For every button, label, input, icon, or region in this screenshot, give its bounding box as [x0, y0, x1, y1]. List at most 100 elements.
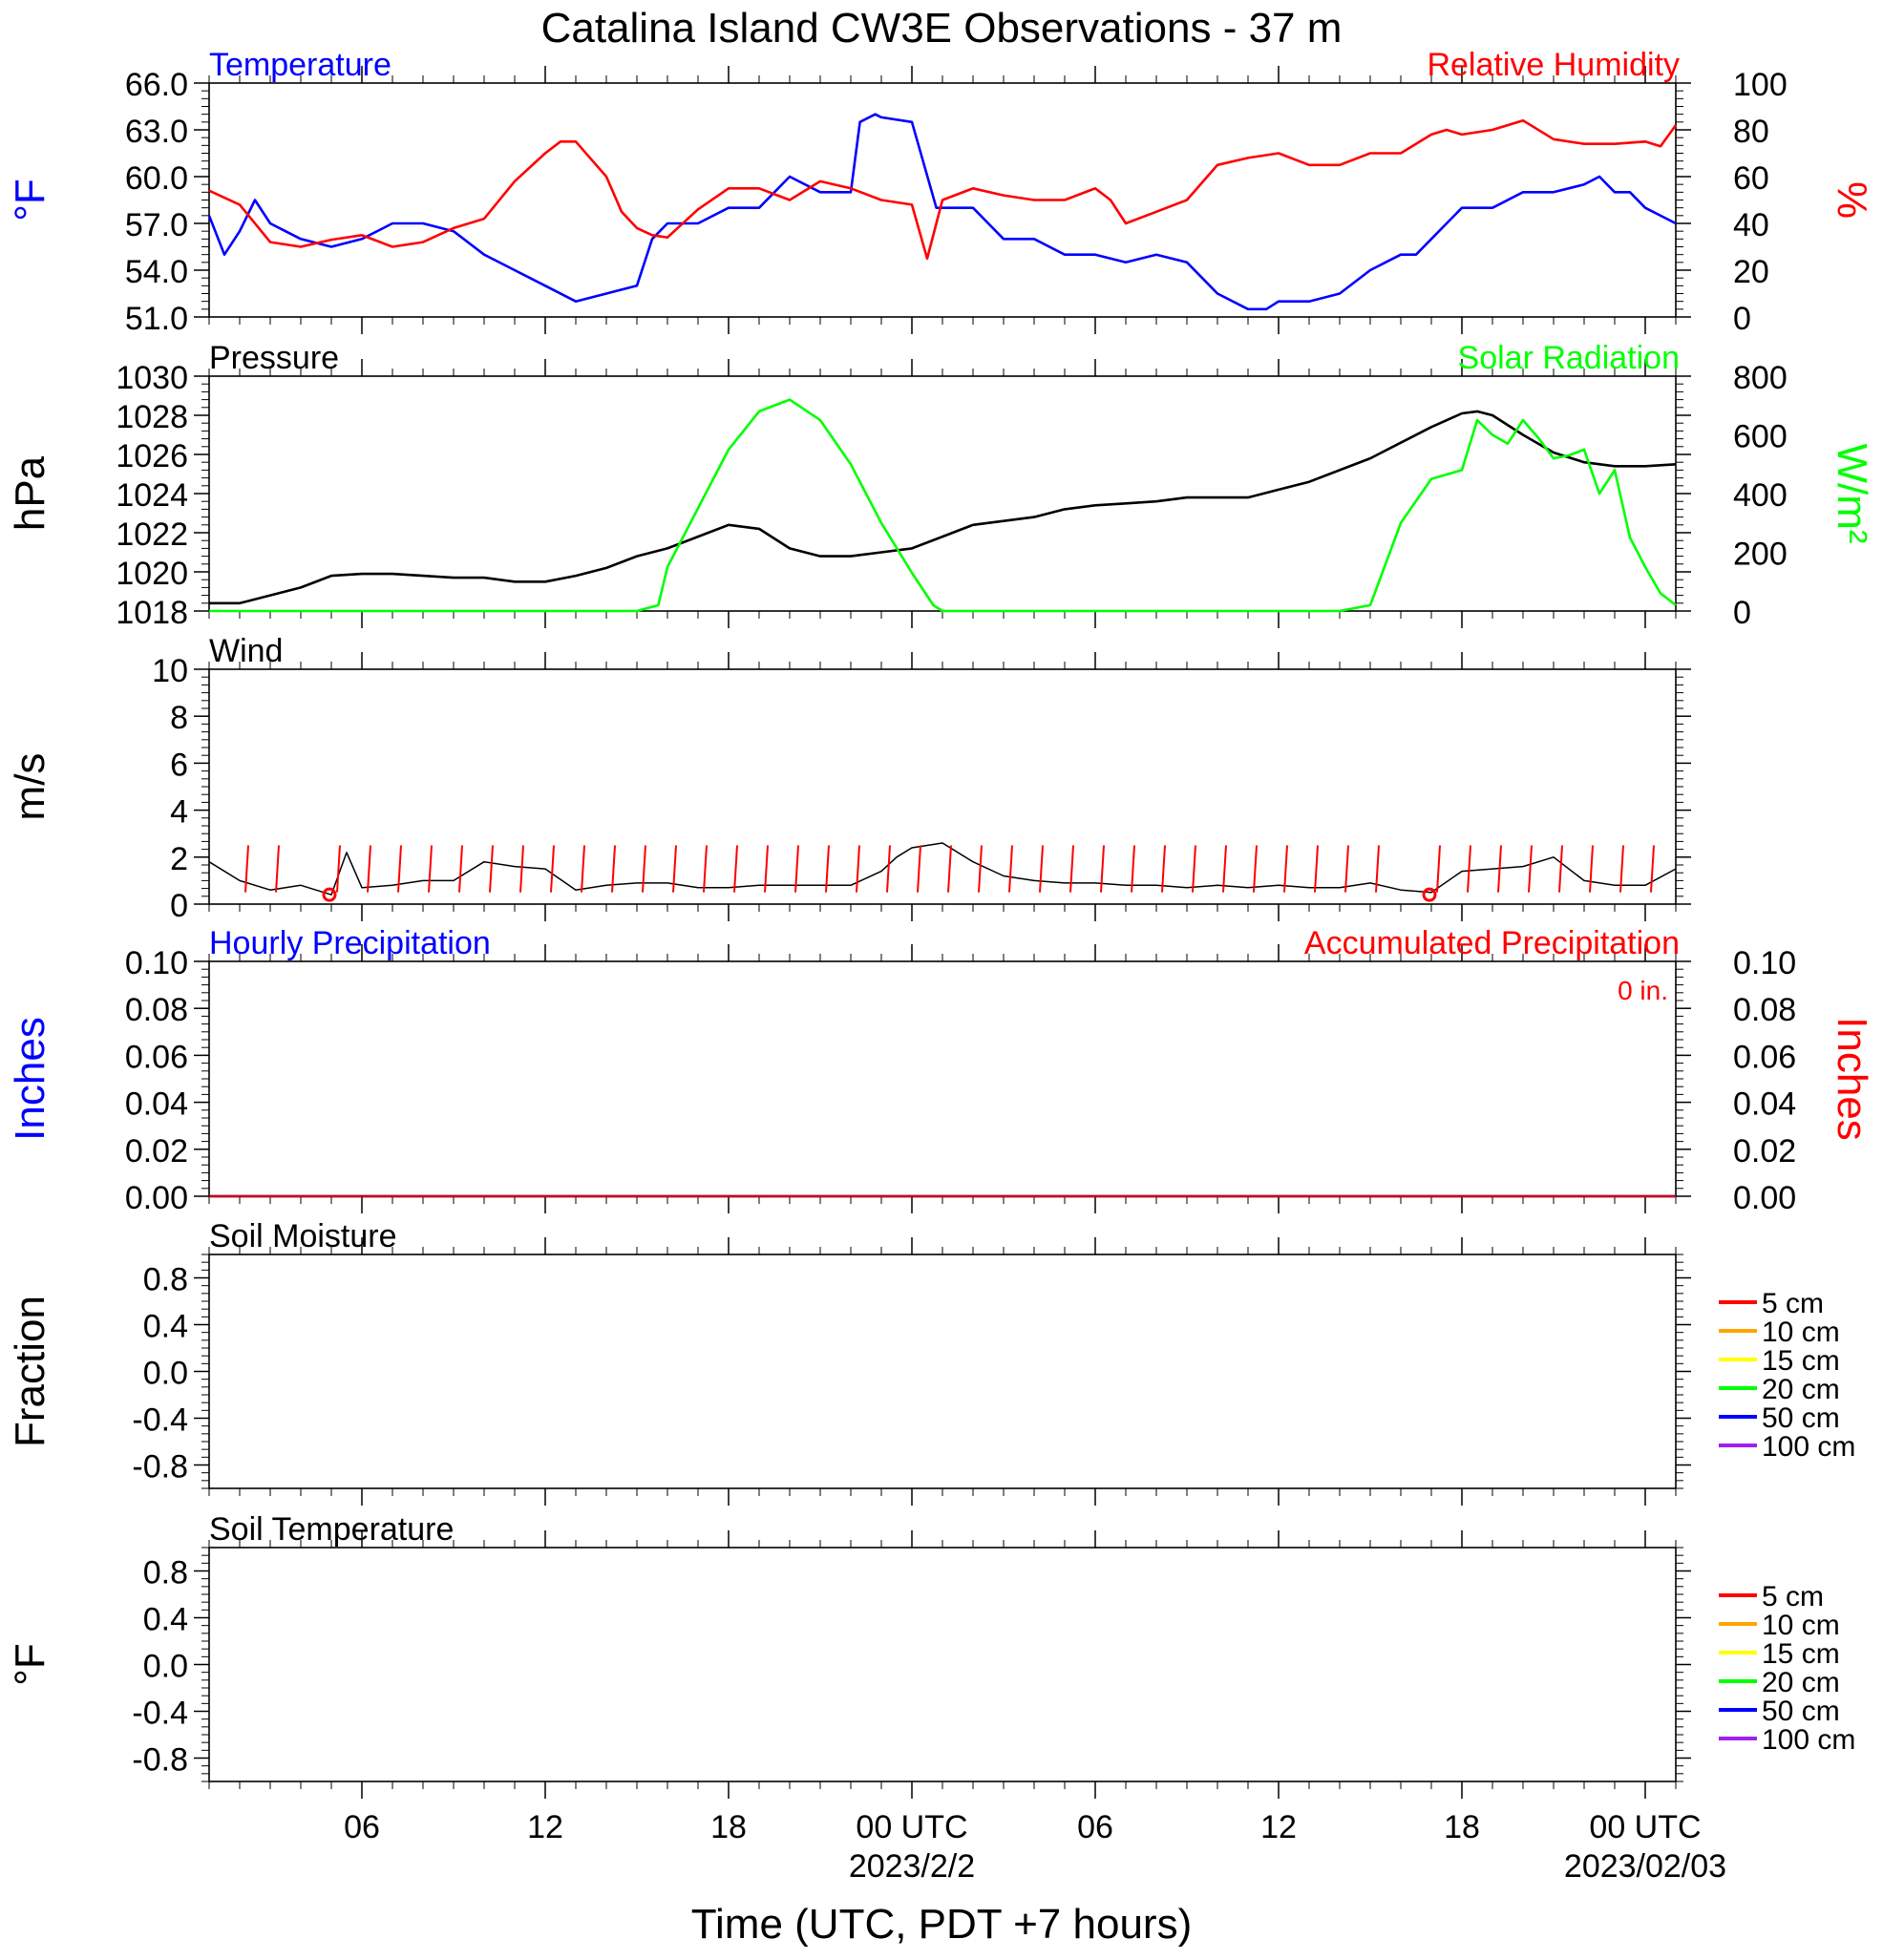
panel-title-right: Accumulated Precipitation [1304, 925, 1680, 961]
x-tick-label: 18 [1444, 1809, 1480, 1845]
wind-barb [1467, 845, 1471, 893]
y-tick-label-right: 0.00 [1733, 1180, 1796, 1216]
y-tick-label-right: 60 [1733, 160, 1769, 197]
legend-label: 50 cm [1762, 1696, 1840, 1727]
wind-barb [978, 845, 983, 893]
y-tick-label-left: 60.0 [125, 160, 188, 197]
plot-frame [208, 1547, 1677, 1782]
wind-barb [1039, 845, 1044, 893]
legend-label: 5 cm [1762, 1581, 1824, 1612]
y-tick-label-right: 0.06 [1733, 1039, 1796, 1075]
wind-barb [397, 845, 402, 893]
wind-barb [764, 845, 769, 893]
y-tick-label-left: 66.0 [125, 67, 188, 103]
wind-barb [1344, 845, 1349, 893]
y-tick-label-left: 6 [170, 747, 188, 783]
y-tick-label-left: 54.0 [125, 254, 188, 290]
x-tick-label: 06 [1077, 1809, 1113, 1845]
y-tick-label-left: 0.4 [143, 1309, 188, 1345]
y-tick-label-left: 63.0 [125, 114, 188, 150]
panel-title-left: Wind [209, 633, 283, 669]
wind-barb [1131, 845, 1135, 893]
series-line-relative-humidity [208, 118, 1678, 261]
y-tick-label-left: -0.8 [132, 1742, 188, 1779]
y-tick-label-right: 400 [1733, 477, 1788, 514]
y-axis-label-right: % [1829, 181, 1875, 219]
y-tick-label-left: 0.00 [125, 1180, 188, 1216]
x-tick-label: 18 [710, 1809, 747, 1845]
wind-barb [1436, 845, 1441, 893]
wind-barb [1558, 845, 1563, 893]
y-tick-label-left: 0.06 [125, 1039, 188, 1075]
wind-barb [489, 845, 494, 893]
wind-barb [1100, 845, 1105, 893]
wind-barb [581, 845, 585, 893]
wind-barb [794, 845, 799, 893]
y-tick-label-left: 0 [170, 888, 188, 924]
panel-title-left: Soil Moisture [209, 1218, 397, 1254]
y-tick-label-right: 20 [1733, 254, 1769, 290]
wind-barb [1589, 845, 1594, 893]
x-tick-label: 00 UTC [856, 1809, 967, 1845]
series-line-wind [208, 842, 1677, 896]
wind-barb [1375, 845, 1380, 893]
y-tick-label-left: -0.8 [132, 1449, 188, 1486]
y-tick-label-left: 1026 [116, 438, 188, 474]
legend-label: 15 cm [1762, 1345, 1840, 1377]
legend-label: 15 cm [1762, 1638, 1840, 1670]
y-tick-label-left: 8 [170, 700, 188, 736]
wind-barb [1069, 845, 1074, 893]
y-axis-label-left: Inches [7, 1017, 53, 1141]
wind-barb [917, 845, 921, 893]
y-tick-label-left: -0.4 [132, 1402, 188, 1439]
calm-wind-marker [1422, 887, 1437, 902]
plot-frame [208, 1254, 1677, 1489]
wind-barb [886, 845, 891, 893]
panel-title-right: Solar Radiation [1458, 340, 1680, 376]
y-axis-label-right: Inches [1829, 1017, 1875, 1141]
wind-barb [458, 845, 463, 893]
x-tick-date-label: 2023/2/2 [849, 1848, 975, 1885]
panel-title-left: Hourly Precipitation [209, 925, 491, 961]
y-tick-label-left: 1028 [116, 399, 188, 435]
wind-barb [642, 845, 646, 893]
wind-barb [428, 845, 433, 893]
wind-barb [672, 845, 677, 893]
y-tick-label-left: 4 [170, 794, 188, 831]
wind-barb [1192, 845, 1196, 893]
y-tick-label-left: 1030 [116, 360, 188, 396]
x-tick-label: 12 [1260, 1809, 1297, 1845]
wind-barb [825, 845, 830, 893]
wind-barb [519, 845, 524, 893]
y-tick-label-right: 0.08 [1733, 992, 1796, 1028]
y-tick-label-right: 40 [1733, 207, 1769, 243]
y-tick-label-left: 57.0 [125, 207, 188, 243]
y-axis-label-left: hPa [7, 455, 53, 531]
y-tick-label-left: 51.0 [125, 301, 188, 337]
y-tick-label-right: 200 [1733, 537, 1788, 573]
wind-barb [550, 845, 555, 893]
x-tick-label: 12 [527, 1809, 563, 1845]
figure-title: Catalina Island CW3E Observations - 37 m [541, 5, 1343, 52]
panel-wind: 10 8 6 4 2 0 Wind m/s [7, 633, 1691, 924]
plot-frame [208, 668, 1677, 905]
x-tick-label: 06 [344, 1809, 380, 1845]
x-tick-date-label: 2023/02/03 [1564, 1848, 1726, 1885]
y-tick-label-left: 2 [170, 841, 188, 877]
legend-label: 5 cm [1762, 1288, 1824, 1319]
wind-barb [733, 845, 738, 893]
y-tick-label-left: -0.4 [132, 1696, 188, 1732]
wind-barb [611, 845, 616, 893]
wind-barb [367, 845, 371, 893]
y-tick-label-right: 100 [1733, 67, 1788, 103]
y-tick-label-left: 1020 [116, 556, 188, 592]
panel-temperature-humidity: 66.0 63.0 60.0 57.0 54.0 51.0 100 80 60 40 20 0 Temp… [7, 47, 1875, 337]
y-tick-label-left: 0.8 [143, 1262, 188, 1298]
legend-label: 50 cm [1762, 1402, 1840, 1434]
series-line-solar-radiation [209, 398, 1677, 613]
wind-barb [336, 845, 341, 893]
y-tick-label-left: 0.0 [143, 1356, 188, 1392]
wind-barb [1528, 845, 1533, 893]
wind-barb [275, 845, 280, 893]
